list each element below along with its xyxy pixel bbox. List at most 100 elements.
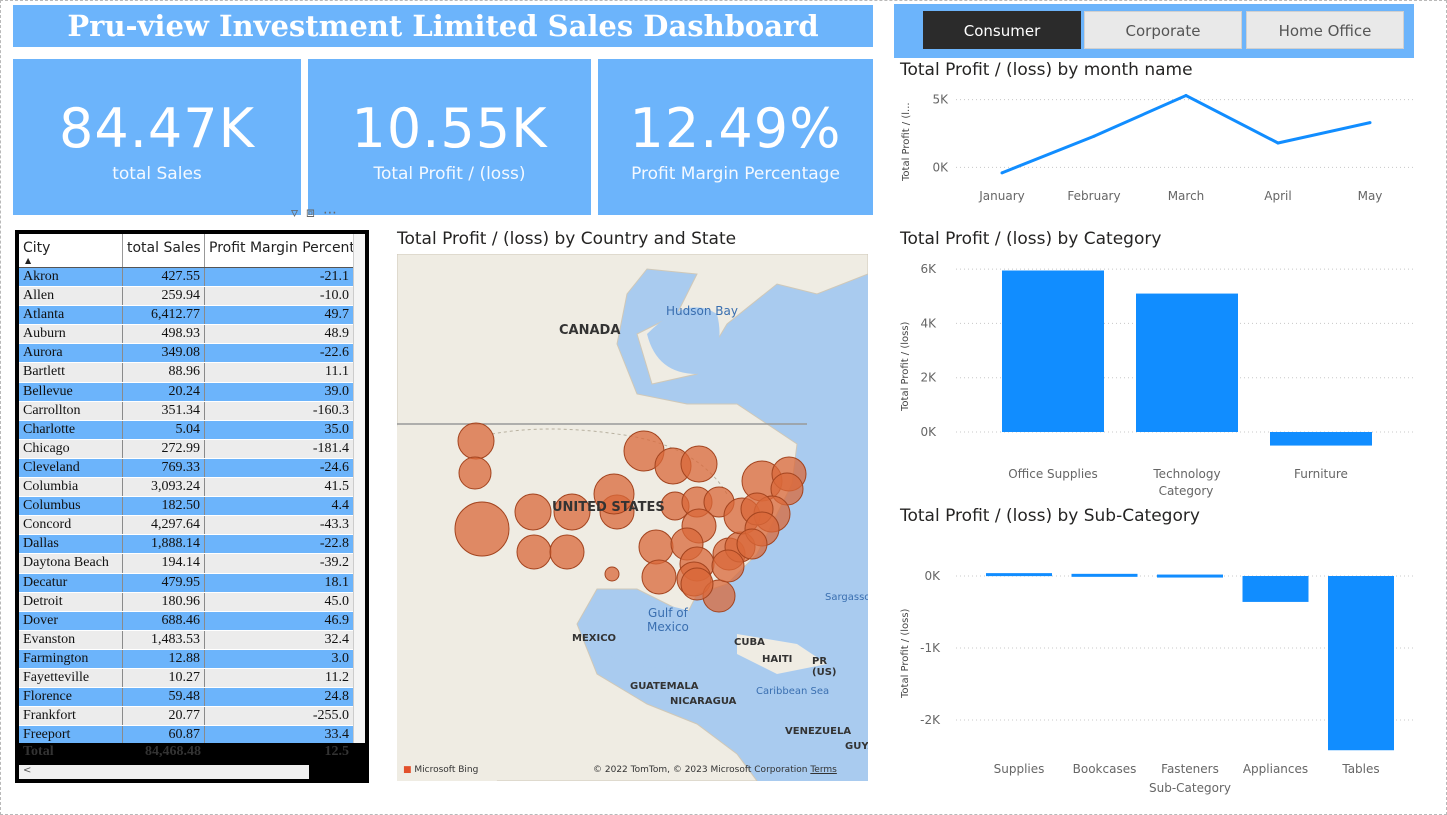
cell-city: Frankfort — [19, 707, 123, 726]
cell-pmp: 11.1 — [325, 364, 349, 380]
profit-line[interactable] — [1001, 93, 1371, 175]
vertical-scrollbar[interactable] — [353, 234, 365, 743]
month-line-chart[interactable]: 5K 0K January February March April May — [916, 86, 1436, 211]
category-bar[interactable] — [1136, 293, 1238, 432]
table-row[interactable]: Bartlett 88.96 11.1 — [19, 363, 365, 383]
y-tick-label: -1K — [920, 641, 941, 655]
category-bar[interactable] — [1270, 432, 1372, 446]
state-bubble[interactable] — [593, 473, 635, 515]
more-options-icon[interactable]: ⋯ — [322, 205, 337, 221]
table-row[interactable]: Dover 688.46 46.9 — [19, 611, 365, 631]
cell-pmp: 32.4 — [324, 631, 350, 647]
horizontal-scrollbar[interactable]: < — [19, 765, 309, 779]
table-row[interactable]: Florence 59.48 24.8 — [19, 688, 365, 708]
state-bubble[interactable] — [736, 528, 768, 560]
profit-map[interactable]: CANADA UNITED STATES MEXICO CUBA HAITI P… — [397, 254, 868, 781]
state-bubble[interactable] — [516, 534, 552, 570]
line-point[interactable] — [1184, 94, 1188, 97]
state-bubble[interactable] — [553, 493, 591, 531]
cell-sales: 10.27 — [123, 668, 205, 688]
category-bar[interactable] — [1002, 270, 1104, 433]
state-bubble[interactable] — [680, 445, 718, 483]
column-header-city[interactable]: City ▲ — [19, 234, 123, 267]
visual-header-icons: ▿ ⧈ ⋯ — [291, 205, 337, 221]
line-point[interactable] — [1092, 134, 1096, 138]
line-point[interactable] — [1000, 171, 1004, 175]
subcategory-chart-ylabel: Total Profit / (loss) — [900, 608, 911, 698]
state-bubble[interactable] — [549, 534, 585, 570]
cell-pmp: -22.6 — [319, 345, 349, 361]
state-bubble[interactable] — [680, 567, 714, 601]
map-terms-link[interactable]: Terms — [810, 765, 837, 775]
table-row[interactable]: Charlotte 5.04 35.0 — [19, 420, 365, 440]
slicer-option-corporate[interactable]: Corporate — [1084, 11, 1242, 49]
map-title: Total Profit / (loss) by Country and Sta… — [397, 229, 737, 249]
y-tick-label: 0K — [932, 160, 949, 174]
column-header-total-sales[interactable]: total Sales — [123, 234, 205, 267]
state-bubble[interactable] — [514, 493, 552, 531]
total-sales-value: 84,468.48 — [145, 744, 201, 759]
table-row[interactable]: Columbus 182.50 4.4 — [19, 497, 365, 517]
table-row[interactable]: Akron 427.55 -21.1 — [19, 268, 365, 288]
map-label-caribbean: Caribbean Sea — [756, 686, 830, 697]
table-row[interactable]: Daytona Beach 194.14 -39.2 — [19, 554, 365, 574]
subcategory-bar[interactable] — [1071, 573, 1138, 577]
cell-city: Daytona Beach — [19, 554, 123, 573]
slicer-option-consumer[interactable]: Consumer — [923, 11, 1081, 49]
cell-pmp: 11.2 — [325, 669, 349, 685]
table-row[interactable]: Evanston 1,483.53 32.4 — [19, 630, 365, 650]
table-row[interactable]: Allen 259.94 -10.0 — [19, 287, 365, 307]
line-point[interactable] — [1276, 141, 1280, 145]
state-bubble[interactable] — [454, 501, 510, 557]
kpi-card-total-sales[interactable]: 84.47K total Sales — [13, 59, 301, 215]
table-row[interactable]: Carrollton 351.34 -160.3 — [19, 401, 365, 421]
cell-city: Evanston — [19, 630, 123, 649]
focus-mode-icon[interactable]: ⧈ — [306, 205, 315, 221]
state-bubble[interactable] — [711, 549, 745, 583]
table-row[interactable]: Dallas 1,888.14 -22.8 — [19, 535, 365, 555]
kpi-card-profit-margin[interactable]: 12.49% Profit Margin Percentage — [598, 59, 873, 215]
table-row[interactable]: Concord 4,297.64 -43.3 — [19, 516, 365, 536]
column-header-label: City — [23, 240, 51, 256]
line-point[interactable] — [1368, 121, 1372, 125]
map-bubbles[interactable] — [454, 422, 807, 613]
subcategory-bar[interactable] — [1157, 574, 1223, 578]
state-bubble[interactable] — [641, 559, 677, 595]
table-row[interactable]: Detroit 180.96 45.0 — [19, 592, 365, 612]
subcategory-bar-chart[interactable]: 0K -1K -2K Supplies Bookcases Fasteners Applia… — [916, 556, 1436, 801]
table-row[interactable]: Chicago 272.99 -181.4 — [19, 439, 365, 459]
table-row[interactable]: Fayetteville 10.27 11.2 — [19, 668, 365, 689]
cell-sales: 259.94 — [123, 287, 205, 306]
cell-pmp: 33.4 — [324, 727, 350, 743]
kpi-card-total-profit[interactable]: 10.55K Total Profit / (loss) — [308, 59, 591, 215]
cell-city: Dover — [19, 611, 123, 630]
table-row[interactable]: Frankfort 20.77 -255.0 — [19, 707, 365, 727]
cell-sales: 5.04 — [123, 420, 205, 439]
table-row[interactable]: Aurora 349.08 -22.6 — [19, 344, 365, 364]
slicer-option-home-office[interactable]: Home Office — [1246, 11, 1404, 49]
subcategory-bar[interactable] — [1328, 576, 1394, 751]
filter-icon[interactable]: ▿ — [291, 205, 299, 221]
x-tick-label: March — [1168, 189, 1205, 203]
y-tick-label: -2K — [920, 713, 941, 727]
table-row[interactable]: Columbia 3,093.24 41.5 — [19, 478, 365, 498]
state-bubble[interactable] — [457, 422, 495, 460]
table-row[interactable]: Cleveland 769.33 -24.6 — [19, 458, 365, 479]
column-header-profit-margin[interactable]: Profit Margin Percentage — [209, 240, 365, 256]
cell-city: Cleveland — [19, 458, 123, 478]
state-bubble[interactable] — [604, 566, 620, 582]
map-label-nicaragua: NICARAGUA — [670, 696, 737, 707]
subcategory-bar[interactable] — [1242, 576, 1309, 602]
state-bubble[interactable] — [638, 529, 674, 565]
subcategory-bar[interactable] — [986, 573, 1052, 577]
table-row[interactable]: Atlanta 6,412.77 49.7 — [19, 306, 365, 326]
cell-pmp: -43.3 — [319, 517, 349, 533]
table-row[interactable]: Farmington 12.88 3.0 — [19, 649, 365, 669]
state-bubble[interactable] — [458, 456, 492, 490]
table-row[interactable]: Bellevue 20.24 39.0 — [19, 382, 365, 402]
table-row[interactable]: Auburn 498.93 48.9 — [19, 325, 365, 345]
map-label-pr: PR (US) — [812, 656, 837, 678]
category-bar-chart[interactable]: 6K 4K 2K 0K Office Supplies Technology Furnitu… — [916, 251, 1436, 501]
cell-sales: 688.46 — [123, 611, 205, 630]
table-row[interactable]: Decatur 479.95 18.1 — [19, 573, 365, 593]
